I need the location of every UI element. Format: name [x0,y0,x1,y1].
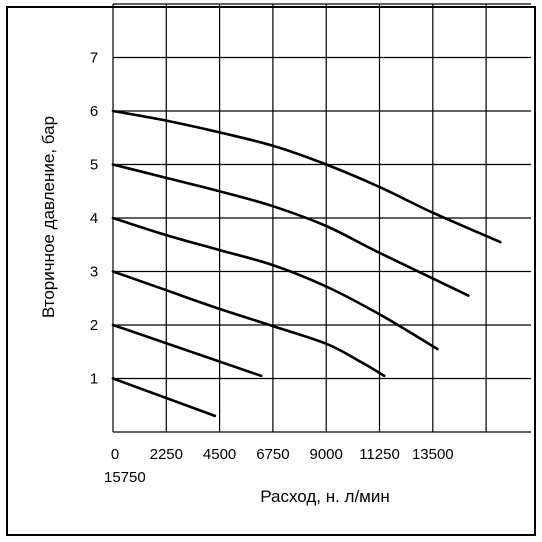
series-line [111,270,386,378]
y-tick-label: 2 [90,317,98,334]
y-tick-label: 3 [90,264,98,281]
x-tick-label: 13500 [412,446,454,463]
y-tick-label: 7 [90,50,98,67]
x-tick-label: 15750 [104,469,146,486]
series-line [111,109,502,244]
y-tick-label: 4 [90,210,98,227]
y-tick-label: 5 [90,157,98,174]
y-tick-label: 6 [90,103,98,120]
x-tick-label: 6750 [256,446,289,463]
series-line [111,377,217,418]
x-tick-label: 11250 [359,446,400,463]
series-line [111,323,263,378]
curves [111,109,502,418]
tick-labels: 1 2 3 4 5 6 7 0 2250 4500 6750 9000 11250 13500 15750 [90,50,454,487]
x-tick-label: 0 [111,446,119,463]
y-tick-label: 1 [90,371,98,388]
x-tick-label: 2250 [150,446,183,463]
series-line [111,216,439,351]
grid [112,3,531,433]
y-axis-label: Вторичное давление, бар [39,116,58,318]
series-line [111,163,470,297]
x-axis-label: Расход, н. л/мин [260,487,390,506]
x-tick-label: 4500 [203,446,236,463]
x-tick-label: 9000 [310,446,343,463]
